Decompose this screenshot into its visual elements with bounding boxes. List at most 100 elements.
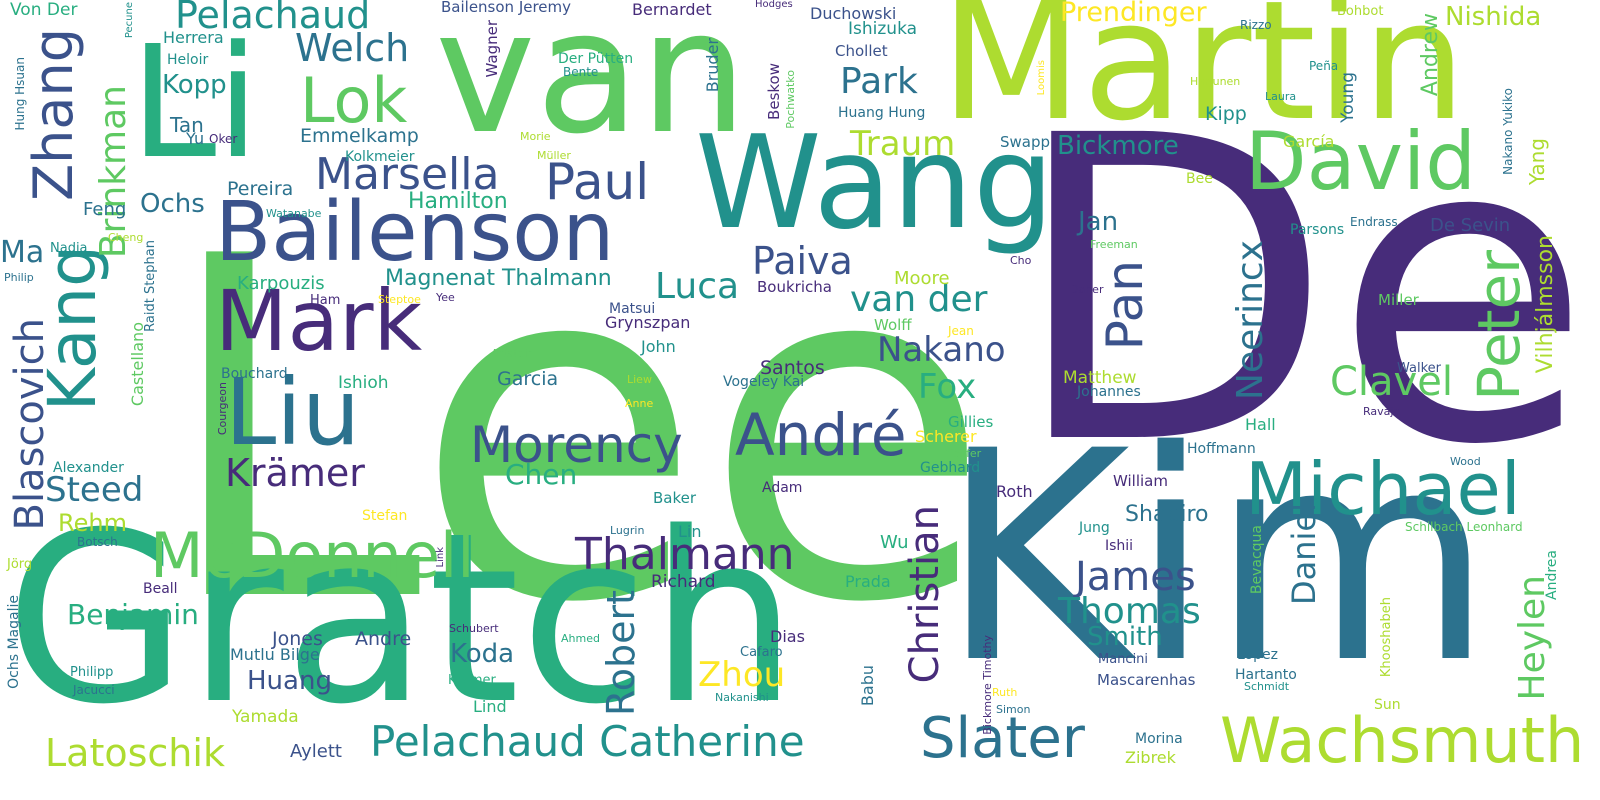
word-liew: Liew: [627, 373, 652, 387]
word-bohbot: Bohbot: [1337, 3, 1384, 19]
word-boukricha: Boukricha: [757, 277, 832, 296]
word-ham: Ham: [310, 292, 341, 308]
word-daher: Daher: [1070, 283, 1104, 297]
word-koda: Koda: [450, 638, 515, 669]
word-khooshabeh: Khooshabeh: [1379, 597, 1394, 678]
word-pelachaud-catherine: Pelachaud Catherine: [370, 717, 805, 767]
word-herrera: Herrera: [163, 28, 224, 48]
word-li: Li: [130, 12, 260, 194]
word-schilbach-leonhard: Schilbach Leonhard: [1405, 520, 1523, 535]
word-morie: Morie: [520, 130, 551, 144]
word-bevacqua: Bevacqua: [1249, 525, 1265, 595]
word-lee: Lee: [160, 157, 992, 705]
word-bailenson-jeremy: Bailenson Jeremy: [441, 0, 572, 16]
word-kopp: Kopp: [162, 69, 227, 100]
word-paul: Paul: [545, 153, 650, 211]
word-hodges: Hodges: [755, 0, 793, 11]
word-jones: Jones: [272, 627, 323, 650]
word-park: Park: [840, 61, 918, 103]
word-martin: Martin: [940, 0, 1467, 157]
word-mark: Mark: [215, 271, 423, 370]
word-harjunen: Harjunen: [1190, 75, 1241, 89]
word-link: Link: [435, 547, 446, 568]
word-thalmann: Thalmann: [575, 528, 795, 580]
word-ishii: Ishii: [1105, 537, 1134, 554]
word-babu: Babu: [858, 665, 877, 707]
word-swapp: Swapp: [1000, 132, 1051, 151]
word-thomas: Thomas: [1058, 591, 1201, 633]
word-karpouzis: Karpouzis: [237, 273, 325, 295]
word-richard: Richard: [651, 572, 716, 593]
word-mancini: Mancini: [1098, 651, 1149, 667]
word-steed: Steed: [45, 469, 144, 510]
word-morency: Morency: [470, 416, 683, 474]
word-santos: Santos: [760, 356, 825, 379]
word-prendinger: Prendinger: [1060, 0, 1207, 28]
word-james: James: [1075, 553, 1196, 600]
word-wu: Wu: [880, 532, 909, 554]
word-liu: Liu: [225, 359, 361, 467]
word-jorg: Jörg: [7, 556, 33, 572]
word-matthew: Matthew: [1063, 368, 1137, 389]
word-christian: Christian: [902, 505, 948, 684]
word-pochwatko: Pochwatko: [784, 70, 797, 129]
word-johannes: Johannes: [1077, 383, 1141, 400]
word-ishizuka: Ishizuka: [848, 19, 918, 40]
word-adam: Adam: [762, 479, 803, 496]
word-prada: Prada: [845, 572, 891, 592]
word-aylett: Aylett: [290, 741, 342, 763]
word-bouchard: Bouchard: [221, 365, 288, 382]
word-oker: Oker: [209, 132, 238, 147]
word-kolkmeier: Kolkmeier: [345, 148, 415, 165]
word-rizzo: Rizzo: [1240, 18, 1272, 33]
word-pfeiffer: Pfeiffer: [942, 447, 982, 461]
word-andre: Andre: [355, 627, 412, 650]
word-chollet: Chollet: [835, 41, 888, 60]
word-andrea: Andrea: [1544, 550, 1560, 600]
word-hartanto: Hartanto: [1235, 666, 1297, 683]
word-zibrek: Zibrek: [1125, 748, 1176, 768]
word-ochs-magalie: Ochs Magalie: [6, 595, 22, 689]
word-vogeley-kai: Vogeley Kai: [723, 373, 805, 390]
word-bickmore: Bickmore: [1057, 130, 1179, 161]
word-watanabe: Watanabe: [266, 207, 322, 221]
word-ishioh: Ishioh: [338, 373, 389, 394]
word-botsch: Botsch: [77, 535, 118, 550]
word-parsons: Parsons: [1290, 221, 1345, 238]
word-garcia: García: [1283, 132, 1335, 152]
word-magnenat-thalmann: Magnenat Thalmann: [385, 266, 612, 292]
word-traum: Traum: [850, 123, 956, 164]
word-rehm: Rehm: [58, 509, 127, 538]
word-duchowski: Duchowski: [810, 4, 897, 24]
word-van-der: van der: [850, 279, 988, 321]
word-paiva: Paiva: [752, 238, 853, 283]
word-andre: André: [735, 400, 907, 469]
word-de-sevin: De Sevin: [1430, 215, 1511, 237]
word-schmidt: Schmidt: [1244, 680, 1290, 694]
word-lugrin: Lugrin: [610, 524, 645, 538]
word-der-putten: Der Pütten: [558, 50, 634, 67]
word-huang: Huang: [247, 665, 332, 696]
word-muller: Müller: [537, 149, 571, 163]
word-lopez: López: [1237, 646, 1278, 663]
word-alexander: Alexander: [53, 459, 124, 476]
word-huang-hung: Huang Hung: [838, 104, 926, 121]
word-schubert: Schubert: [449, 622, 499, 636]
word-pena: Peña: [1309, 59, 1339, 74]
word-nishida: Nishida: [1445, 1, 1542, 32]
word-pelachaud: Pelachaud: [175, 0, 371, 37]
word-shapiro: Shapiro: [1125, 502, 1209, 528]
word-peter: Peter: [1465, 250, 1533, 401]
word-cho: Cho: [1010, 254, 1032, 268]
word-artstein: Artstein: [491, 347, 535, 361]
word-young: Young: [1338, 72, 1358, 123]
word-gillies: Gillies: [948, 412, 994, 431]
word-bruder: Bruder: [703, 38, 722, 93]
word-raidt-stephan: Raidt Stephan: [143, 240, 158, 332]
word-morina: Morina: [1135, 730, 1183, 747]
word-kipp: Kipp: [1205, 102, 1247, 125]
word-loomis: Loomis: [1036, 60, 1047, 96]
word-jan: Jan: [1078, 206, 1119, 237]
word-yang: Yang: [1525, 138, 1549, 186]
word-scherer: Scherer: [915, 427, 977, 447]
